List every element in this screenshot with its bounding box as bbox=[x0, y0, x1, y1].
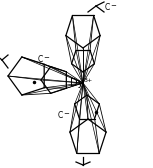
Text: −: − bbox=[110, 4, 116, 10]
Text: −: − bbox=[43, 55, 49, 61]
Text: 3+: 3+ bbox=[84, 77, 93, 82]
Text: −: − bbox=[63, 112, 69, 117]
Text: C: C bbox=[105, 4, 110, 12]
Text: C: C bbox=[58, 112, 63, 120]
Text: Dy: Dy bbox=[70, 78, 83, 88]
Text: C: C bbox=[38, 55, 43, 65]
